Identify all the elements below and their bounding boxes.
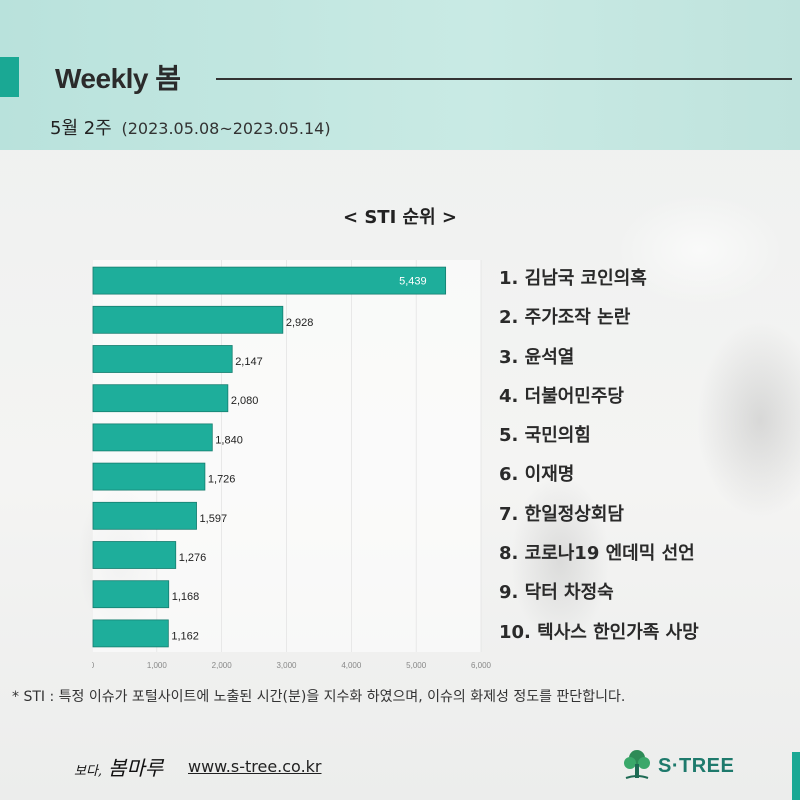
bar: [92, 541, 177, 569]
ranking-item: 8. 코로나19 엔데믹 선언: [499, 543, 695, 565]
brand-logo: 보다, 봄마루: [74, 752, 163, 781]
bar: [92, 266, 447, 295]
bar: [92, 345, 233, 373]
logo-text: S·TREE: [658, 754, 735, 777]
bar: [92, 501, 197, 530]
chart-title: < STI 순위 >: [342, 207, 458, 228]
corner-accent-bar: [792, 752, 800, 800]
date-range: (2023.05.08~2023.05.14): [121, 119, 331, 138]
bar: [92, 423, 213, 452]
value-label: 2,147: [235, 356, 263, 368]
value-label: 1,840: [215, 434, 243, 446]
bar: [92, 305, 284, 334]
value-label: 2,080: [231, 395, 259, 407]
value-label: 1,276: [179, 552, 207, 564]
bar: [92, 580, 170, 609]
value-label: 1,726: [208, 474, 236, 486]
value-label: 1,168: [172, 591, 200, 603]
week-text: 5월 2주: [50, 118, 112, 139]
tree-icon: [622, 748, 652, 784]
website-link[interactable]: www.s-tree.co.kr: [188, 757, 322, 776]
page-title: Weekly 봄: [55, 63, 181, 94]
ranking-item: 6. 이재명: [499, 464, 575, 486]
week-label: 5월 2주 (2023.05.08~2023.05.14): [50, 114, 331, 140]
stree-logo: S·TREE: [622, 748, 734, 784]
x-tick-label: 3,000: [276, 661, 297, 670]
value-label: 1,597: [200, 513, 228, 525]
brand-small-text: 보다,: [74, 764, 103, 779]
bar: [92, 462, 206, 491]
ranking-item: 5. 국민의힘: [499, 425, 591, 447]
bar-chart-svg: 5,439 2,928 2,147 2,080 1,840 1,726 1,597 1,276…: [92, 260, 492, 670]
x-tick-label: 2,000: [212, 661, 233, 670]
value-label: 5,439: [399, 276, 427, 288]
ranking-list: 1. 김남국 코인의혹 2. 주가조작 논란 3. 윤석열 4. 더불어민주당 …: [499, 262, 699, 655]
ranking-item: 10. 텍사스 한인가족 사망: [499, 621, 699, 643]
title-accent-bar: [0, 57, 19, 97]
ranking-item: 9. 닥터 차정숙: [499, 582, 614, 604]
bar: [92, 619, 169, 648]
bar: [92, 384, 229, 413]
title-divider: [216, 78, 792, 80]
x-tick-label: 5,000: [406, 661, 427, 670]
ranking-item: 1. 김남국 코인의혹: [499, 268, 647, 289]
x-tick-label: 4,000: [341, 661, 362, 670]
ranking-item: 2. 주가조작 논란: [499, 307, 631, 329]
value-label: 2,928: [286, 317, 314, 329]
ranking-item: 3. 윤석열: [499, 346, 575, 368]
ranking-item: 4. 더불어민주당: [499, 385, 624, 407]
x-tick-label: 0: [92, 661, 95, 670]
x-tick-label: 6,000: [471, 661, 492, 670]
brand-text: 봄마루: [108, 756, 164, 780]
bar-chart: 5,439 2,928 2,147 2,080 1,840 1,726 1,597 1,276…: [92, 260, 492, 670]
footnote: * STI : 특정 이슈가 포털사이트에 노출된 시간(분)을 지수화 하였으…: [12, 689, 626, 705]
value-label: 1,162: [171, 630, 199, 642]
x-tick-label: 1,000: [147, 661, 168, 670]
ranking-item: 7. 한일정상회담: [499, 503, 624, 525]
header-band: [0, 0, 800, 150]
